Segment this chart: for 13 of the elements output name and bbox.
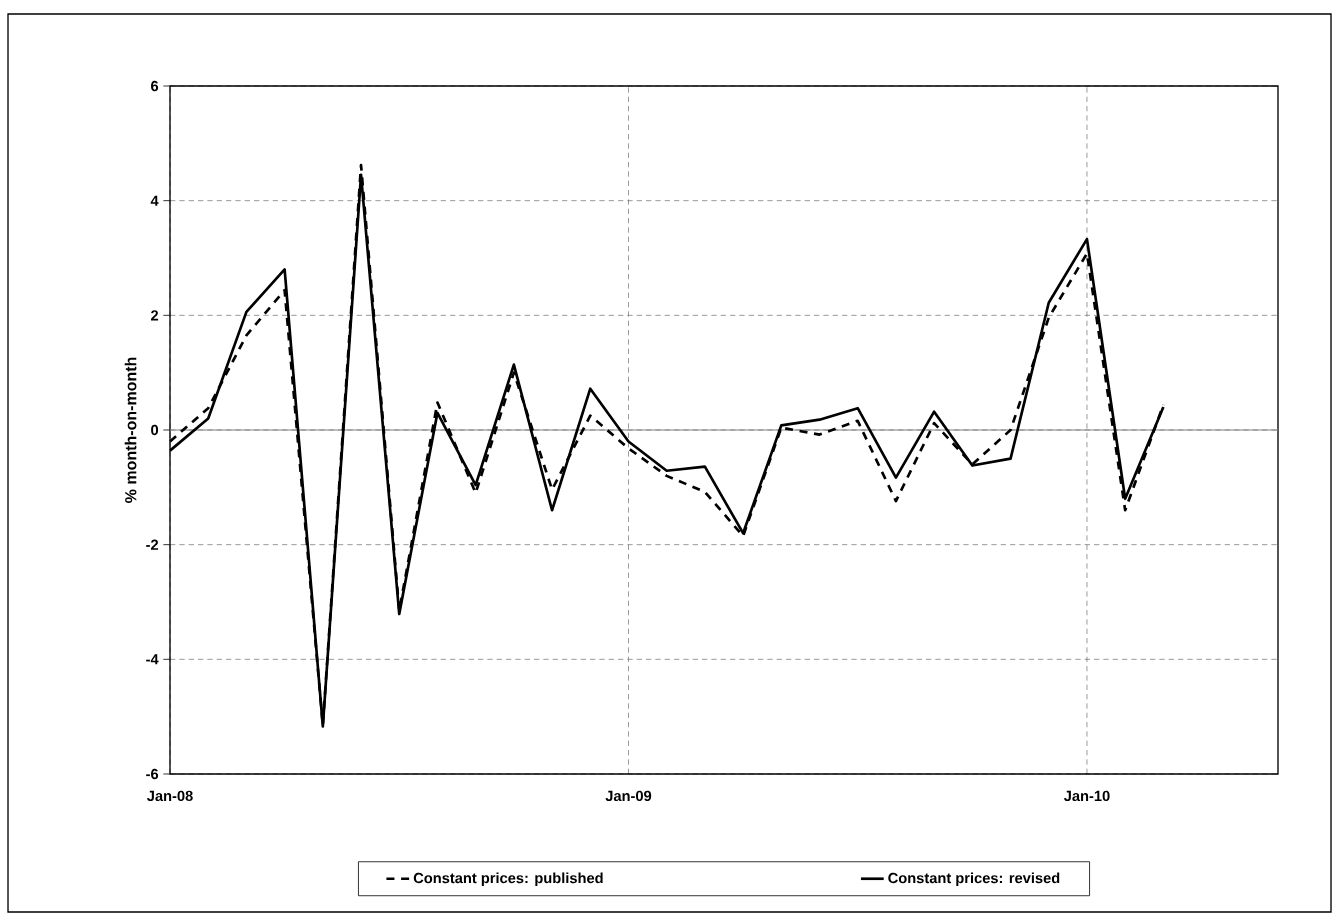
legend-label: Constant prices: revised xyxy=(888,872,1060,887)
legend-label: Constant prices: published xyxy=(413,872,603,887)
y-tick-label: -6 xyxy=(146,768,159,780)
y-tick-label: 6 xyxy=(151,80,159,92)
x-tick-label: Jan-10 xyxy=(1063,790,1110,802)
y-tick-label: 0 xyxy=(151,424,159,436)
y-tick-label: 2 xyxy=(151,310,159,321)
y-tick-label: -2 xyxy=(146,539,159,550)
y-axis-title: % month-on-month xyxy=(124,357,137,503)
y-tick-label: -4 xyxy=(146,654,159,665)
x-tick-label: Jan-09 xyxy=(605,790,652,802)
x-tick-label: Jan-08 xyxy=(147,790,193,802)
y-tick-label: 4 xyxy=(150,195,159,206)
